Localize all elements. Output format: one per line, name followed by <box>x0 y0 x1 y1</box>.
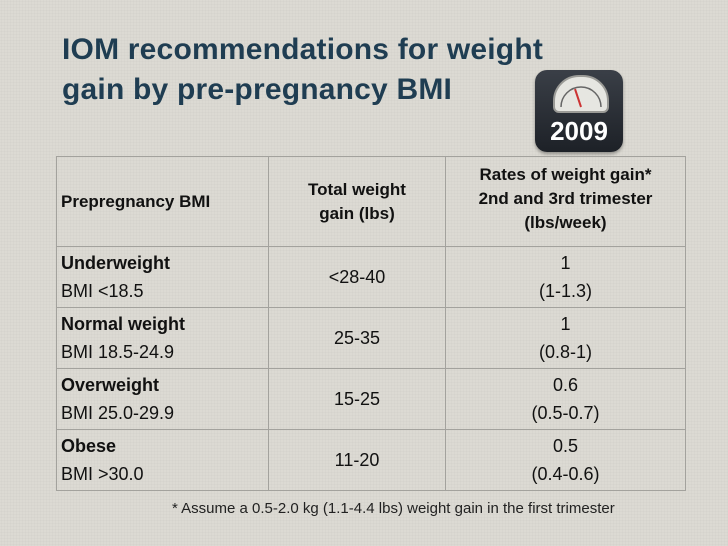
slide-title: IOM recommendations for weight gain by p… <box>62 30 622 110</box>
total-gain-cell: 11-20 <box>268 429 446 491</box>
bmi-category-cell: Underweight BMI <18.5 <box>56 246 269 308</box>
rate-cell: 0.6 (0.5-0.7) <box>445 368 686 430</box>
total-gain-cell: 15-25 <box>268 368 446 430</box>
bmi-category-cell: Normal weight BMI 18.5-24.9 <box>56 307 269 369</box>
total-gain-cell: 25-35 <box>268 307 446 369</box>
title-line-2: gain by pre-pregnancy BMI <box>62 73 453 106</box>
table-header-row: Prepregnancy BMI Total weight gain (lbs)… <box>56 156 686 247</box>
rate-cell: 1 (0.8-1) <box>445 307 686 369</box>
table-row: Obese BMI >30.0 11-20 0.5 (0.4-0.6) <box>56 429 686 491</box>
bmi-category-cell: Obese BMI >30.0 <box>56 429 269 491</box>
table-row: Underweight BMI <18.5 <28-40 1 (1-1.3) <box>56 246 686 308</box>
total-gain-cell: <28-40 <box>268 246 446 308</box>
table-row: Overweight BMI 25.0-29.9 15-25 0.6 (0.5-… <box>56 368 686 430</box>
header-rates-weight-gain: Rates of weight gain* 2nd and 3rd trimes… <box>445 156 686 247</box>
rate-cell: 0.5 (0.4-0.6) <box>445 429 686 491</box>
table-row: Normal weight BMI 18.5-24.9 25-35 1 (0.8… <box>56 307 686 369</box>
header-prepregnancy-bmi: Prepregnancy BMI <box>56 156 269 247</box>
header-total-weight-gain: Total weight gain (lbs) <box>268 156 446 247</box>
year-label: 2009 <box>550 116 608 146</box>
scale-badge: 2009 <box>535 70 623 152</box>
weight-gain-table: Prepregnancy BMI Total weight gain (lbs)… <box>56 156 686 491</box>
title-line-1: IOM recommendations for weight <box>62 33 544 66</box>
scale-icon <box>553 75 609 113</box>
bmi-category-cell: Overweight BMI 25.0-29.9 <box>56 368 269 430</box>
rate-cell: 1 (1-1.3) <box>445 246 686 308</box>
footnote: * Assume a 0.5-2.0 kg (1.1-4.4 lbs) weig… <box>172 500 615 517</box>
